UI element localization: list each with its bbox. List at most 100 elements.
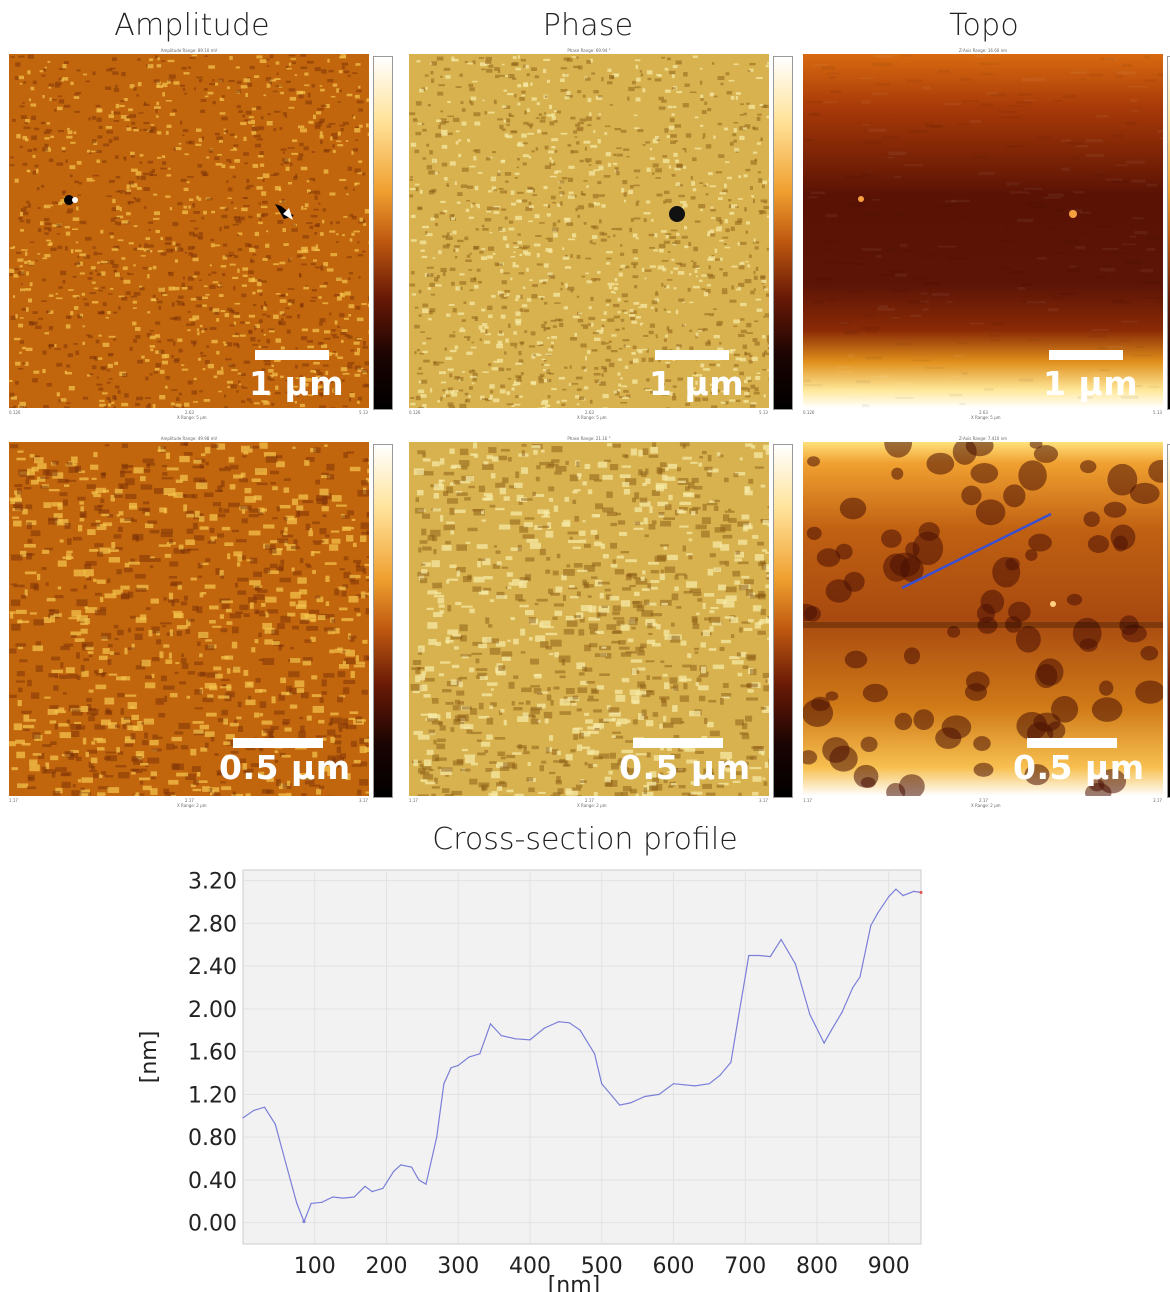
x-tick-label: 100 — [294, 1254, 336, 1279]
phase-top-afm-image — [409, 54, 769, 408]
scale-bar-label: 0.5 μm — [619, 748, 751, 787]
amplitude-bottom-panel: Amplitude Range: 49.98 mV 0.5 μm 1.17 2.17 3… — [9, 436, 393, 812]
profile-end-marker — [919, 890, 923, 894]
color-scale-bar — [773, 56, 793, 410]
x-tick-label: 600 — [652, 1254, 694, 1279]
y-tick-label: 2.40 — [188, 955, 237, 980]
column-title-phase: Phase — [542, 8, 634, 43]
color-scale-bar — [1167, 56, 1170, 410]
x-axis-range-label: X Range: 2 μm — [577, 803, 607, 808]
image-range-header: Amplitude Range: 89.10 mV — [160, 48, 218, 53]
profile-data-point — [719, 1074, 721, 1076]
profile-data-point — [382, 1187, 384, 1190]
plot-background — [242, 869, 922, 1245]
x-axis-range-label: X Range: 5 μm — [971, 415, 1001, 420]
profile-data-point — [253, 1109, 255, 1112]
profile-data-point — [558, 1021, 560, 1023]
column-title-topo: Topo — [949, 8, 1019, 43]
profile-data-point — [543, 1027, 545, 1029]
amplitude-top-afm-image — [9, 54, 369, 408]
x-axis-tick-right: 5.13 — [759, 410, 768, 415]
profile-data-point — [902, 895, 904, 897]
phase-bottom-panel: Phase Range: 21.16 ° 0.5 μm 1.17 2.17 3.17 X … — [409, 436, 793, 812]
scale-bar — [255, 350, 329, 360]
profile-data-point — [730, 1061, 732, 1063]
profile-data-point — [364, 1185, 366, 1187]
y-tick-label: 1.60 — [188, 1041, 237, 1066]
profile-series-line — [242, 888, 922, 1224]
profile-data-point — [479, 1053, 481, 1055]
image-range-header: Amplitude Range: 49.98 mV — [160, 436, 218, 441]
profile-data-point — [809, 1013, 811, 1015]
topo-top-panel: Z-Axis Range: 16.60 nm 1 μm 0.120 2.63 5.13 X… — [803, 48, 1170, 424]
image-range-header: Z-Axis Range: 7.410 nm — [958, 436, 1008, 441]
profile-data-point — [400, 1164, 402, 1166]
section-title: Cross-section profile — [432, 822, 738, 857]
x-axis-range-label: X Range: 5 μm — [577, 415, 607, 420]
profile-data-point — [321, 1201, 323, 1203]
x-axis-tick-left: 1.17 — [9, 798, 18, 803]
scale-bar-label: 1 μm — [649, 364, 745, 403]
profile-data-point — [450, 1067, 452, 1069]
column-title-amplitude: Amplitude — [114, 8, 270, 43]
profile-data-point — [658, 1093, 660, 1095]
color-scale-bar — [773, 444, 793, 798]
y-tick-label: 3.20 — [188, 870, 237, 895]
profile-data-point — [769, 955, 771, 958]
scale-bar — [1027, 738, 1117, 748]
x-axis-tick-right: 3.17 — [759, 798, 768, 803]
color-scale-bar — [373, 56, 393, 410]
x-axis-tick-mid: 2.17 — [979, 798, 988, 803]
y-tick-label: 0.00 — [188, 1212, 237, 1237]
color-scale-bar — [1167, 444, 1170, 798]
profile-data-point — [888, 896, 890, 898]
profile-data-point — [263, 1106, 266, 1108]
scale-bar — [633, 738, 723, 748]
x-axis-range-label: X Range: 2 μm — [177, 803, 207, 808]
profile-data-point — [619, 1104, 621, 1106]
profile-data-point — [683, 1084, 685, 1086]
profile-data-point — [611, 1095, 614, 1098]
x-tick-label: 500 — [581, 1254, 623, 1279]
topo-bottom-afm-image — [803, 442, 1163, 796]
profile-data-point — [353, 1196, 355, 1198]
image-range-header: Phase Range: 69.94 ° — [567, 48, 611, 53]
profile-data-point — [425, 1183, 427, 1185]
y-tick-label: 2.00 — [188, 998, 237, 1023]
profile-min-marker — [302, 1219, 306, 1224]
profile-data-point — [242, 1117, 244, 1119]
x-axis-tick-right: 5.13 — [359, 410, 368, 415]
profile-data-point — [529, 1039, 531, 1041]
scale-bar-label: 1 μm — [1043, 364, 1139, 403]
profile-data-point — [780, 938, 782, 941]
x-tick-label: 200 — [365, 1254, 407, 1279]
profile-data-point — [411, 1166, 413, 1168]
scale-bar-label: 1 μm — [249, 364, 345, 403]
x-axis-tick-mid: 2.63 — [585, 410, 594, 415]
y-tick-label: 1.20 — [188, 1083, 237, 1108]
profile-data-point — [672, 1083, 675, 1085]
x-axis-tick-left: 0.126 — [409, 410, 421, 415]
profile-data-point — [342, 1197, 345, 1199]
phase-top-panel: Phase Range: 69.94 ° 1 μm 0.126 2.63 5.13 X R… — [409, 48, 793, 424]
profile-data-point — [568, 1022, 571, 1024]
x-axis-range-label: X Range: 5 μm — [177, 415, 207, 420]
profile-data-point — [877, 912, 879, 914]
x-axis-tick-right: 3.17 — [1153, 798, 1162, 803]
profile-data-point — [737, 1019, 739, 1021]
profile-data-point — [296, 1202, 298, 1204]
profile-data-point — [708, 1083, 710, 1085]
topo-top-afm-image — [803, 54, 1163, 408]
x-tick-label: 400 — [509, 1254, 551, 1279]
profile-data-point — [758, 954, 761, 957]
x-axis-tick-mid: 2.63 — [979, 410, 988, 415]
profile-data-point — [593, 1053, 596, 1055]
profile-data-point — [285, 1163, 287, 1165]
profile-data-point — [418, 1179, 420, 1181]
profile-data-point — [895, 888, 897, 890]
profile-data-point — [794, 963, 797, 965]
plot-area: 0.00 0.40 0.80 1.20 1.60 2.00 2.40 2.80 3.20 100 2… — [137, 869, 923, 1292]
x-axis-tick-right: 3.17 — [359, 798, 368, 803]
profile-data-point — [468, 1056, 470, 1058]
cross-section-line — [901, 512, 1052, 590]
